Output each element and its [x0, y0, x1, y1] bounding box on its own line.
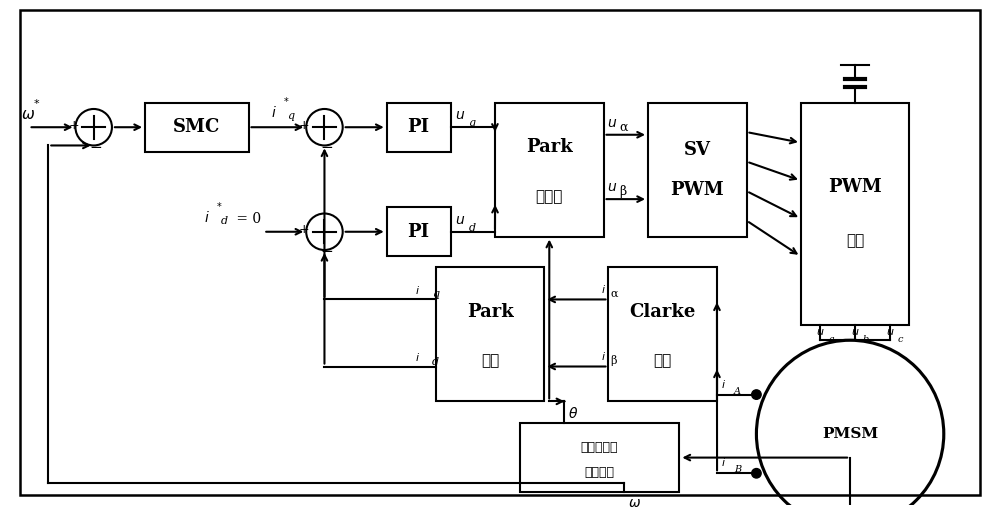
Text: $i$: $i$ [415, 284, 420, 295]
Bar [648, 102, 747, 237]
Bar [801, 102, 909, 326]
Text: q: q [432, 289, 439, 300]
Bar [436, 267, 544, 401]
Text: Park: Park [467, 303, 514, 321]
Text: d: d [221, 216, 228, 226]
Text: $u$: $u$ [851, 327, 860, 337]
Text: +: + [299, 223, 310, 237]
Text: SMC: SMC [173, 118, 220, 136]
Text: $u$: $u$ [816, 327, 825, 337]
Text: d: d [432, 356, 439, 367]
Text: 逆变: 逆变 [846, 233, 864, 248]
Text: α: α [619, 121, 628, 134]
Text: $\omega$: $\omega$ [21, 108, 35, 122]
Text: −: − [320, 140, 333, 155]
Text: +: + [299, 119, 310, 132]
Text: $u$: $u$ [607, 180, 617, 194]
Text: *: * [34, 99, 39, 110]
Text: −: − [320, 244, 333, 259]
Bar [145, 102, 249, 152]
Text: $i$: $i$ [721, 456, 726, 468]
Text: PWM: PWM [670, 181, 724, 199]
Text: q: q [287, 111, 294, 121]
Text: β: β [619, 185, 627, 198]
Text: $u$: $u$ [886, 327, 894, 337]
Text: $i$: $i$ [204, 210, 210, 225]
Text: Park: Park [526, 138, 573, 156]
Text: q: q [468, 118, 476, 128]
Text: = 0: = 0 [232, 212, 261, 226]
Text: β: β [610, 354, 617, 366]
Text: −: − [89, 140, 102, 155]
Text: $\theta$: $\theta$ [568, 406, 579, 421]
Text: PI: PI [408, 223, 430, 241]
Text: *: * [217, 202, 222, 212]
Bar [495, 102, 604, 237]
Text: $i$: $i$ [271, 105, 277, 120]
Text: 转速检测: 转速检测 [585, 466, 615, 479]
Text: $i$: $i$ [601, 350, 607, 361]
Text: $i$: $i$ [601, 283, 607, 294]
Text: b: b [863, 335, 869, 344]
Text: α: α [610, 288, 618, 298]
Text: $u$: $u$ [455, 213, 465, 227]
Bar [387, 102, 451, 152]
Text: PWM: PWM [828, 178, 882, 196]
Bar [608, 267, 717, 401]
Text: 变换: 变换 [481, 354, 499, 369]
Text: $\omega$: $\omega$ [628, 496, 641, 510]
Text: A: A [734, 387, 741, 396]
Bar [387, 207, 451, 257]
Circle shape [752, 468, 761, 478]
Text: $i$: $i$ [721, 378, 726, 390]
Text: $u$: $u$ [607, 116, 617, 130]
Text: SV: SV [684, 140, 711, 159]
Text: 转子位置及: 转子位置及 [581, 441, 618, 454]
Text: c: c [898, 335, 903, 344]
Text: $i$: $i$ [415, 351, 420, 362]
Text: *: * [283, 97, 288, 108]
Text: +: + [68, 119, 79, 132]
Text: $u$: $u$ [455, 108, 465, 122]
Text: 变换: 变换 [654, 354, 672, 369]
Bar [520, 423, 679, 492]
Text: 逆变换: 逆变换 [536, 189, 563, 204]
Text: PI: PI [408, 118, 430, 136]
Text: a: a [828, 335, 834, 344]
Circle shape [752, 390, 761, 399]
Text: PMSM: PMSM [822, 427, 878, 441]
Text: B: B [734, 465, 741, 474]
Text: d: d [468, 223, 476, 233]
Text: Clarke: Clarke [630, 303, 696, 321]
